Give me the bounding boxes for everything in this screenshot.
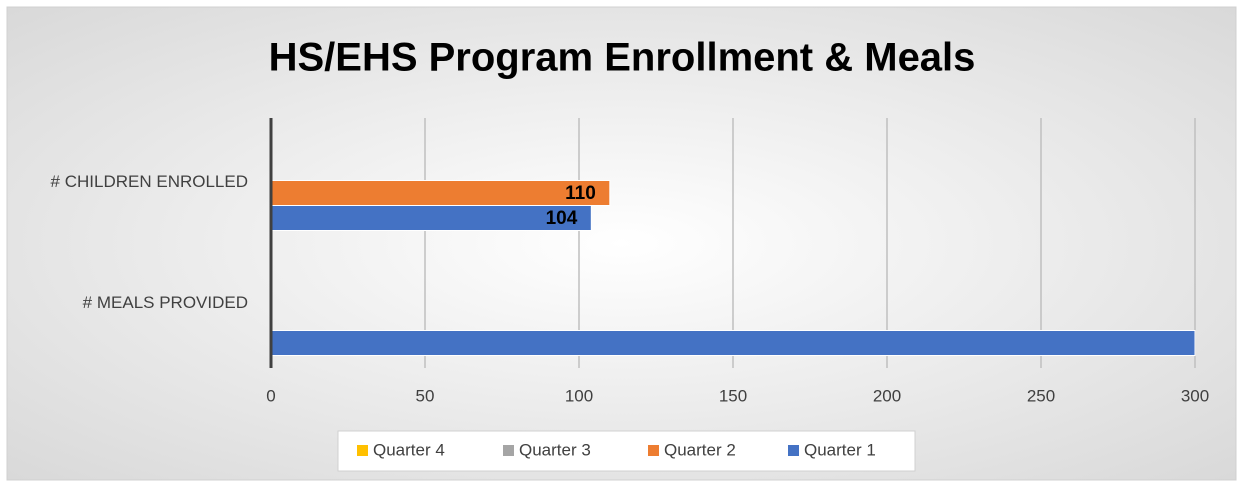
legend-box xyxy=(337,430,916,472)
legend-swatch xyxy=(788,445,799,456)
x-tick-label: 50 xyxy=(416,386,435,405)
x-tick-label: 200 xyxy=(873,386,901,405)
legend-label: Quarter 1 xyxy=(804,440,876,459)
chart-background xyxy=(6,6,1237,481)
bar xyxy=(270,330,1196,356)
legend-label: Quarter 4 xyxy=(373,440,445,459)
legend-label: Quarter 2 xyxy=(664,440,736,459)
bar xyxy=(270,205,592,231)
y-tick-label: # CHILDREN ENROLLED xyxy=(51,172,248,191)
y-tick-label: # MEALS PROVIDED xyxy=(83,293,248,312)
x-tick-label: 300 xyxy=(1181,386,1209,405)
legend-swatch xyxy=(648,445,659,456)
data-label: 110 xyxy=(565,183,596,204)
x-tick-label: 100 xyxy=(565,386,593,405)
legend-swatch xyxy=(357,445,368,456)
legend-swatch xyxy=(503,445,514,456)
x-tick-label: 0 xyxy=(266,386,275,405)
x-tick-label: 150 xyxy=(719,386,747,405)
legend-label: Quarter 3 xyxy=(519,440,591,459)
bar xyxy=(270,180,611,206)
data-label: 104 xyxy=(546,208,578,229)
x-tick-label: 250 xyxy=(1027,386,1055,405)
chart-title: HS/EHS Program Enrollment & Meals xyxy=(269,36,976,80)
